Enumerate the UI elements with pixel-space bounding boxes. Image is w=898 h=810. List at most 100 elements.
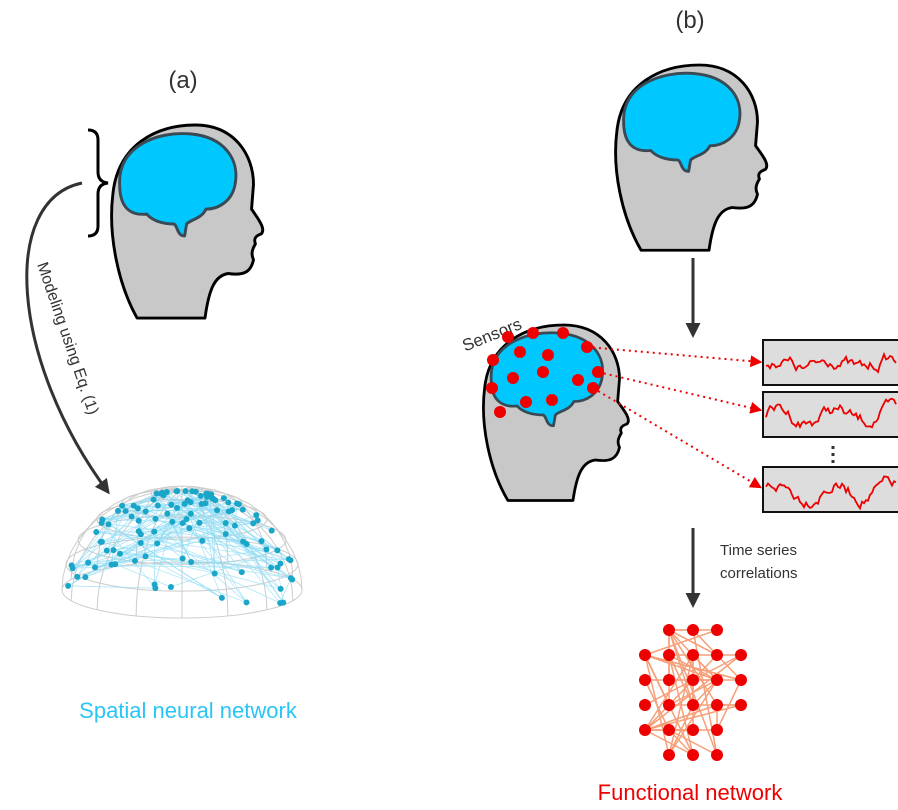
node [136,518,142,524]
edge [115,564,171,587]
node [99,539,105,545]
node [225,499,231,505]
node [129,513,135,519]
node [223,531,229,537]
node [155,502,161,508]
node [138,540,144,546]
functional-network [639,624,747,761]
node [239,569,245,575]
node [65,583,71,589]
node [74,574,80,580]
node [269,528,275,534]
sensor [527,327,539,339]
node [244,541,250,547]
series-box [763,340,898,385]
node [735,674,747,686]
time-series [587,340,898,512]
sensor [572,374,584,386]
node [188,559,194,565]
node [193,489,199,495]
node [259,538,265,544]
sensor [542,349,554,361]
node [214,507,220,513]
node [735,699,747,711]
correlation-label: Time series [720,542,797,559]
spatial-title: Spatial neural network [79,698,298,723]
node [253,512,259,518]
signal-arrow [598,372,760,410]
node [115,508,121,514]
node [687,749,699,761]
node [286,556,292,562]
node [663,724,675,736]
spatial-network [62,486,302,618]
node [70,565,76,571]
node [196,520,202,526]
functional-title: Functional network [598,780,784,805]
node [204,494,210,500]
node [132,558,138,564]
node [136,528,142,534]
node [274,547,280,553]
node [85,560,91,566]
node [92,564,98,570]
node [174,505,180,511]
node [663,749,675,761]
sensor [494,406,506,418]
node [711,749,723,761]
node [687,624,699,636]
modeling-label: Modeling using Eq. (1) [33,260,101,417]
sensor [546,394,558,406]
node [151,497,157,503]
node [169,519,175,525]
node [639,674,651,686]
node [711,624,723,636]
node [203,500,209,506]
node [663,699,675,711]
node [639,649,651,661]
page: (a) (b) Modeling using Eq. (1) Spatial n… [0,0,898,810]
sensor [487,354,499,366]
node [158,491,164,497]
node [223,520,229,526]
node [212,497,218,503]
sensor [486,382,498,394]
node [111,547,117,553]
node [112,561,118,567]
node [711,699,723,711]
node [663,649,675,661]
node [639,724,651,736]
node [275,565,281,571]
head [616,65,767,250]
node [198,493,204,499]
node [168,584,174,590]
panel-label: (a) [168,67,197,94]
node [212,570,218,576]
node [687,649,699,661]
node [106,521,112,527]
node [185,497,191,503]
node [711,649,723,661]
node [240,507,246,513]
node [135,505,141,511]
node [123,508,129,514]
node [143,508,149,514]
node [663,624,675,636]
node [639,699,651,711]
head [112,125,263,318]
node [153,516,159,522]
node [277,600,283,606]
node [711,674,723,686]
node [263,546,269,552]
node [186,525,192,531]
sensor [502,331,514,343]
node [250,520,256,526]
node [278,586,284,592]
figure: (a) (b) Modeling using Eq. (1) Spatial n… [0,0,898,810]
node [164,511,170,517]
sensor [507,372,519,384]
node [221,495,227,501]
series-box [763,392,898,437]
node [288,575,294,581]
node [143,553,149,559]
